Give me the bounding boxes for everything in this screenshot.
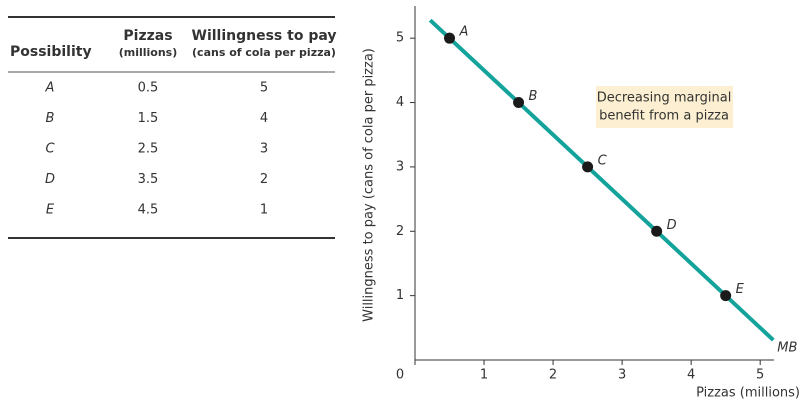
- point: [651, 225, 663, 237]
- y-tick-label: 2: [396, 224, 404, 239]
- column-header: (cans of cola per pizza): [192, 46, 336, 59]
- table-cell: 3.5: [138, 172, 159, 187]
- point-label: C: [598, 153, 608, 168]
- table-cell: B: [46, 111, 55, 126]
- table-cell: 0.5: [138, 81, 159, 96]
- series-label: MB: [777, 341, 797, 356]
- x-axis-label: Pizzas (millions): [696, 386, 800, 401]
- point: [582, 161, 594, 173]
- table-cell: 1: [260, 203, 268, 218]
- y-axis-label: Willingness to pay (cans of cola per piz…: [362, 48, 377, 322]
- x-tick-label: 1: [480, 368, 488, 383]
- column-header: Willingness to pay: [192, 28, 337, 44]
- y-tick-label: 4: [396, 95, 404, 110]
- table-cell: 3: [260, 142, 268, 157]
- annotation-box: [596, 86, 733, 128]
- point: [444, 32, 456, 44]
- annotation: benefit from a pizza: [599, 109, 729, 124]
- table-cell: 4: [260, 111, 268, 126]
- table-cell: D: [45, 172, 55, 187]
- table-cell: A: [45, 81, 55, 96]
- column-header: (millions): [119, 46, 178, 59]
- point: [513, 97, 525, 109]
- point-label: D: [667, 218, 677, 233]
- point-label: E: [736, 282, 745, 297]
- table-cell: 1.5: [138, 111, 159, 126]
- point-label: A: [459, 25, 469, 40]
- point: [720, 290, 732, 302]
- table-cell: 2.5: [138, 142, 159, 157]
- column-header: Possibility: [10, 44, 92, 60]
- mb-line: [428, 18, 775, 342]
- y-tick-label: 3: [396, 159, 404, 174]
- column-header: Pizzas: [123, 28, 172, 44]
- point-label: B: [529, 89, 538, 104]
- annotation: Decreasing marginal: [597, 91, 732, 106]
- y-tick-label: 5: [396, 31, 404, 46]
- x-tick-label: 2: [549, 368, 557, 383]
- table-cell: 5: [260, 81, 268, 96]
- table-cell: E: [46, 203, 55, 218]
- x-tick-label: 5: [756, 368, 764, 383]
- x-tick-label: 3: [618, 368, 626, 383]
- table-cell: 4.5: [138, 203, 159, 218]
- y-tick-label: 1: [396, 288, 404, 303]
- x-tick-label: 0: [396, 368, 404, 383]
- table-cell: C: [45, 142, 55, 157]
- x-tick-label: 4: [687, 368, 695, 383]
- table-cell: 2: [260, 172, 268, 187]
